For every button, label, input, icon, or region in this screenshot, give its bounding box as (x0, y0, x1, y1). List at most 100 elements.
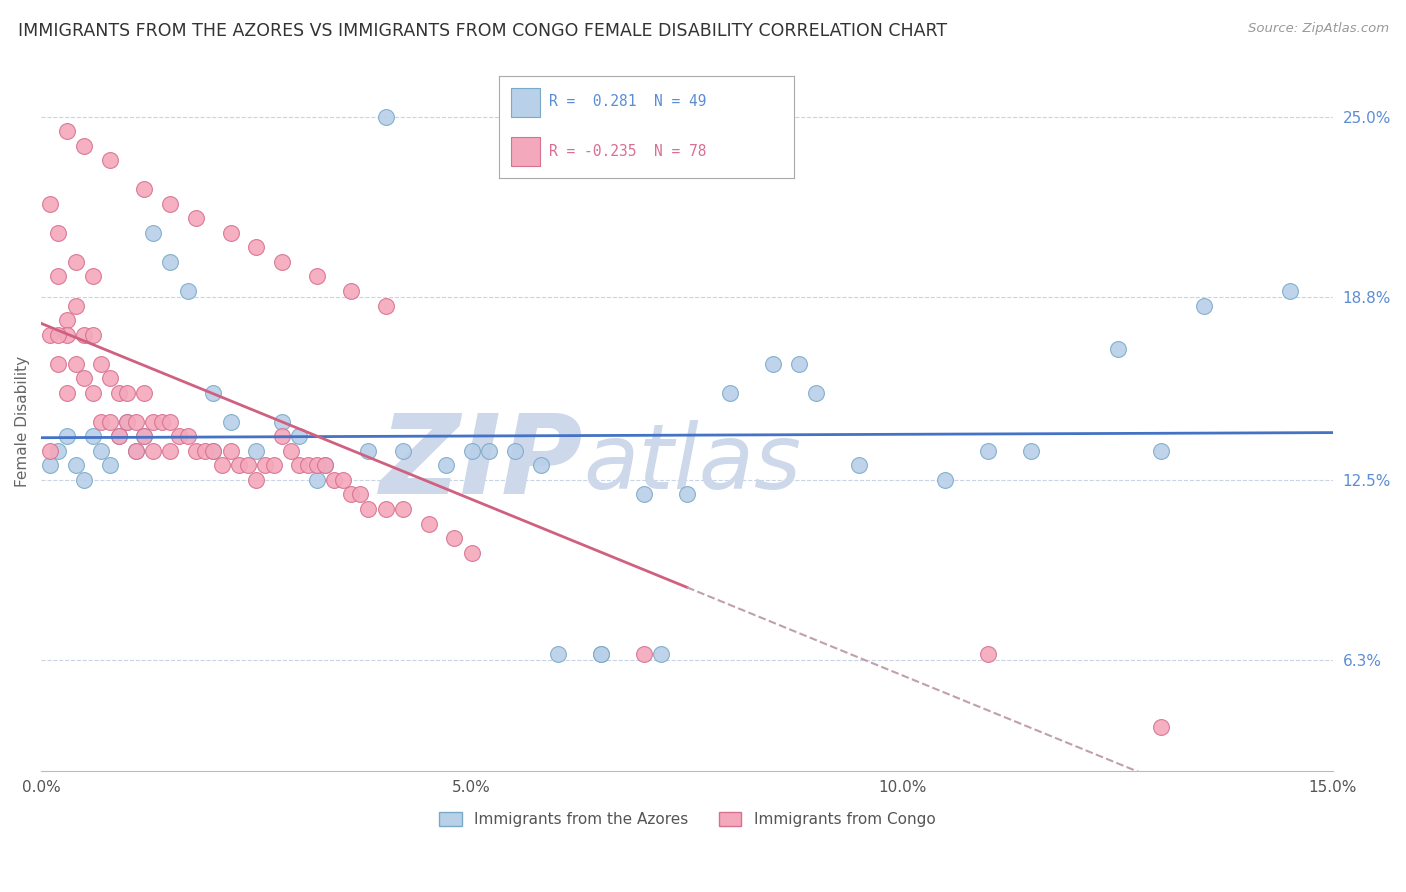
Point (56, 385, 79, 400)
Point (288, 458, 311, 473)
Point (38, 458, 60, 473)
Point (194, 443, 217, 458)
Point (176, 429, 198, 443)
Point (314, 458, 336, 473)
Point (228, 458, 250, 473)
Point (934, 473, 956, 487)
Point (245, 240, 267, 254)
Point (125, 443, 148, 458)
Point (82, 327, 104, 342)
Point (65, 255, 87, 269)
Point (787, 357, 810, 371)
Point (374, 299, 396, 313)
Point (159, 443, 181, 458)
Point (125, 443, 148, 458)
Point (159, 415, 181, 429)
Point (176, 284, 198, 298)
Point (82, 385, 104, 400)
Point (134, 429, 156, 443)
Y-axis label: Female Disability: Female Disability (15, 356, 30, 487)
Text: R =  0.281  N = 49: R = 0.281 N = 49 (550, 95, 707, 110)
Point (219, 443, 242, 458)
Point (1150, 720, 1173, 734)
Point (1150, 443, 1173, 458)
Point (589, 648, 612, 662)
Point (56, 124, 79, 138)
Point (142, 415, 165, 429)
Point (478, 443, 501, 458)
Point (184, 443, 207, 458)
Point (98, 153, 121, 168)
Point (762, 357, 785, 371)
Point (374, 502, 396, 516)
Point (90, 443, 112, 458)
Point (150, 415, 173, 429)
Point (650, 648, 672, 662)
Point (56, 313, 79, 327)
Point (271, 255, 294, 269)
Point (314, 458, 336, 473)
Point (1021, 443, 1043, 458)
Point (529, 458, 551, 473)
Point (65, 458, 87, 473)
Point (184, 211, 207, 226)
Point (391, 502, 413, 516)
Bar (510, 88, 540, 117)
Point (73, 327, 96, 342)
Point (460, 545, 482, 559)
Point (65, 357, 87, 371)
Point (159, 255, 181, 269)
Legend: Immigrants from the Azores, Immigrants from Congo: Immigrants from the Azores, Immigrants f… (433, 806, 942, 833)
Point (1192, 299, 1215, 313)
Point (253, 458, 276, 473)
Point (718, 385, 741, 400)
Point (349, 487, 371, 501)
Bar (510, 137, 540, 166)
Point (245, 443, 267, 458)
Point (297, 458, 319, 473)
Point (977, 443, 1000, 458)
Point (434, 458, 457, 473)
Point (340, 487, 363, 501)
Point (90, 415, 112, 429)
Point (134, 385, 156, 400)
Point (73, 371, 96, 385)
Point (107, 429, 129, 443)
Point (374, 110, 396, 124)
Point (806, 385, 828, 400)
Point (65, 299, 87, 313)
Point (46, 327, 69, 342)
Point (73, 138, 96, 153)
Point (56, 429, 79, 443)
Point (115, 385, 138, 400)
Point (202, 385, 225, 400)
Text: ZIP: ZIP (380, 410, 583, 517)
Point (305, 269, 328, 284)
Point (547, 648, 569, 662)
Point (98, 458, 121, 473)
Point (503, 443, 526, 458)
Point (305, 473, 328, 487)
Point (46, 269, 69, 284)
Point (46, 443, 69, 458)
Point (460, 443, 482, 458)
Point (280, 443, 302, 458)
Text: IMMIGRANTS FROM THE AZORES VS IMMIGRANTS FROM CONGO FEMALE DISABILITY CORRELATIO: IMMIGRANTS FROM THE AZORES VS IMMIGRANTS… (18, 22, 948, 40)
Point (1278, 284, 1301, 298)
Point (391, 443, 413, 458)
Point (38, 196, 60, 211)
Point (211, 458, 233, 473)
Point (633, 648, 655, 662)
Point (443, 531, 465, 545)
Point (418, 516, 440, 531)
Text: atlas: atlas (583, 419, 801, 508)
Point (1107, 342, 1129, 356)
Point (159, 196, 181, 211)
Point (38, 327, 60, 342)
Point (357, 502, 380, 516)
Point (125, 415, 148, 429)
Point (82, 429, 104, 443)
Point (90, 357, 112, 371)
Point (219, 415, 242, 429)
Point (107, 429, 129, 443)
